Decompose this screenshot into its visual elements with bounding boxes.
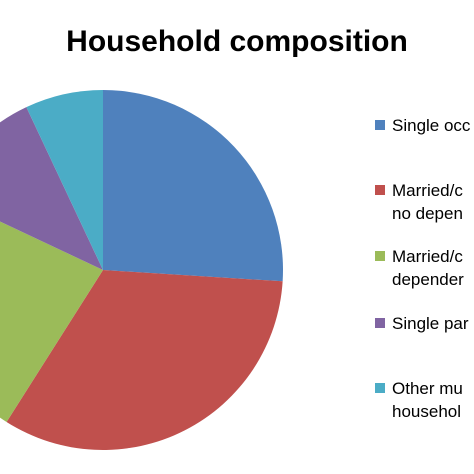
pie-slice bbox=[0, 107, 103, 270]
legend-swatch bbox=[375, 251, 385, 261]
legend-swatch bbox=[375, 318, 385, 328]
chart-title: Household composition bbox=[66, 25, 408, 58]
legend-label: Single occ bbox=[392, 116, 471, 135]
legend-label: Other mu househol bbox=[392, 379, 463, 421]
pie-slice bbox=[103, 90, 284, 282]
pie-slice bbox=[0, 221, 103, 422]
pie-slice bbox=[26, 90, 104, 270]
legend-label: Single par bbox=[392, 314, 469, 333]
legend-label: Married/c depender bbox=[392, 247, 464, 289]
legend-swatch bbox=[375, 120, 385, 130]
pie-slice bbox=[6, 270, 283, 450]
legend-swatch bbox=[375, 185, 385, 195]
legend-swatch bbox=[375, 383, 385, 393]
legend-label: Married/c no depen bbox=[392, 181, 463, 223]
